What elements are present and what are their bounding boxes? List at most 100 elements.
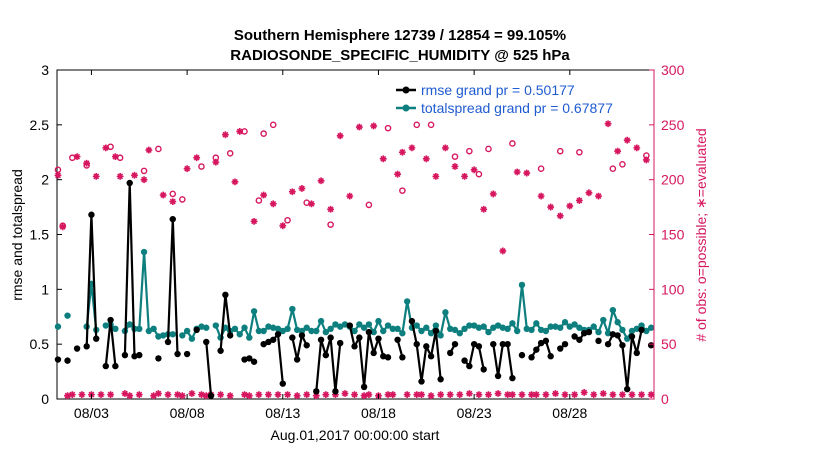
obs-evaluated-marker — [379, 155, 387, 163]
totalspread-point — [604, 330, 612, 337]
obs-possible-marker — [475, 170, 483, 178]
obs-evaluated-marker — [255, 391, 263, 399]
obs-evaluated-marker — [465, 390, 473, 397]
rmse-point — [217, 347, 224, 354]
obs-evaluated-marker — [422, 155, 430, 163]
obs-possible-marker — [427, 121, 435, 129]
obs-evaluated-marker — [494, 390, 502, 397]
totalspread-point — [475, 324, 483, 331]
rmse-point — [585, 328, 593, 336]
rmse-point — [88, 211, 95, 218]
y-axis-right: 0 50 100 150 200 250 300 — [649, 62, 685, 407]
totalspread-point — [332, 321, 339, 328]
obs-evaluated-marker — [585, 189, 593, 197]
obs-evaluated-marker — [442, 144, 449, 152]
rmse-point — [265, 338, 272, 346]
obs-evaluated-marker — [64, 392, 71, 400]
obs-evaluated-marker — [394, 170, 401, 178]
totalspread-point — [317, 317, 325, 325]
totalspread-point — [179, 332, 186, 339]
totalspread-point — [260, 327, 267, 335]
obs-evaluated-marker — [274, 391, 282, 399]
obs-evaluated-marker — [561, 391, 569, 399]
obs-evaluated-marker — [599, 390, 607, 397]
rmse-series — [54, 179, 655, 399]
rmse-point — [222, 291, 229, 299]
totalspread-point — [145, 327, 153, 335]
obs-evaluated-marker — [107, 391, 114, 399]
totalspread-point — [552, 323, 559, 330]
obs-evaluated-marker — [322, 391, 330, 399]
totalspread-point — [389, 325, 397, 333]
totalspread-point — [437, 332, 444, 339]
totalspread-point — [327, 325, 334, 333]
obs-evaluated-marker — [188, 390, 196, 397]
obs-possible-marker — [556, 147, 564, 155]
obs-evaluated-marker — [245, 392, 253, 400]
totalspread-point — [356, 321, 363, 328]
obs-possible-marker — [269, 121, 277, 129]
totalspread-point — [313, 327, 320, 335]
obs-possible-marker — [255, 197, 263, 204]
totalspread-point — [647, 324, 655, 331]
rmse-point — [193, 326, 200, 334]
obs-evaluated-marker — [619, 391, 626, 399]
obs-evaluated-marker — [140, 176, 148, 184]
rmse-point — [107, 316, 114, 324]
obs-possible-marker — [537, 165, 545, 172]
totalspread-point — [384, 322, 392, 329]
y-tick-label: 1.5 — [30, 227, 50, 243]
obs-evaluated-marker — [614, 147, 622, 155]
x-axis: 08/03 08/08 08/13 08/18 08/23 08/28 — [74, 70, 588, 421]
obs-evaluated-marker — [566, 202, 574, 210]
obs-evaluated-marker — [355, 123, 363, 131]
y-axis-label: rmse and totalspread — [9, 169, 25, 301]
rmse-point — [241, 356, 248, 363]
obs-evaluated-marker — [437, 391, 445, 399]
obs-evaluated-marker — [308, 200, 315, 208]
obs-possible-marker — [226, 150, 234, 157]
obs-evaluated-marker — [595, 192, 602, 200]
rmse-point — [580, 330, 588, 337]
totalspread-point — [169, 331, 176, 338]
totalspread-point — [284, 325, 291, 333]
totalspread-point — [370, 328, 377, 336]
obs-evaluated-marker — [250, 217, 258, 225]
totalspread-point — [341, 321, 349, 328]
rmse-point — [112, 362, 119, 370]
obs-evaluated-marker — [145, 146, 153, 154]
totalspread-point — [183, 327, 191, 335]
obs-evaluated-marker — [370, 122, 378, 130]
totalspread-point — [533, 320, 540, 327]
rmse-point — [528, 354, 535, 361]
obs-count-series — [54, 120, 655, 400]
totalspread-point — [198, 323, 205, 330]
rmse-point — [451, 340, 459, 348]
totalspread-point — [293, 326, 301, 334]
obs-evaluated-marker — [547, 203, 555, 211]
obs-evaluated-marker — [332, 391, 339, 399]
rmse-point — [609, 331, 617, 338]
rmse-point — [595, 337, 602, 345]
obs-evaluated-marker — [116, 172, 124, 180]
obs-evaluated-marker — [413, 391, 421, 399]
totalspread-point — [513, 327, 521, 335]
totalspread-point — [413, 322, 420, 329]
rmse-point — [494, 372, 502, 380]
obs-possible-marker — [619, 161, 626, 168]
totalspread-point — [380, 327, 387, 335]
rmse-point — [394, 336, 401, 343]
legend-spread-label: totalspread grand pr = 0.67877 — [421, 100, 613, 116]
y-axis-left: 0 0.5 1 1.5 2 2.5 3 — [30, 62, 62, 407]
rmse-point — [183, 350, 191, 358]
rmse-point — [370, 349, 377, 357]
obs-evaluated-marker — [260, 191, 268, 199]
totalspread-point — [576, 324, 583, 331]
rmse-point — [322, 351, 330, 359]
obs-evaluated-marker — [59, 223, 67, 231]
obs-evaluated-marker — [288, 188, 296, 196]
obs-evaluated-marker — [78, 391, 86, 399]
rmse-point — [83, 343, 90, 350]
obs-evaluated-marker — [341, 390, 349, 397]
